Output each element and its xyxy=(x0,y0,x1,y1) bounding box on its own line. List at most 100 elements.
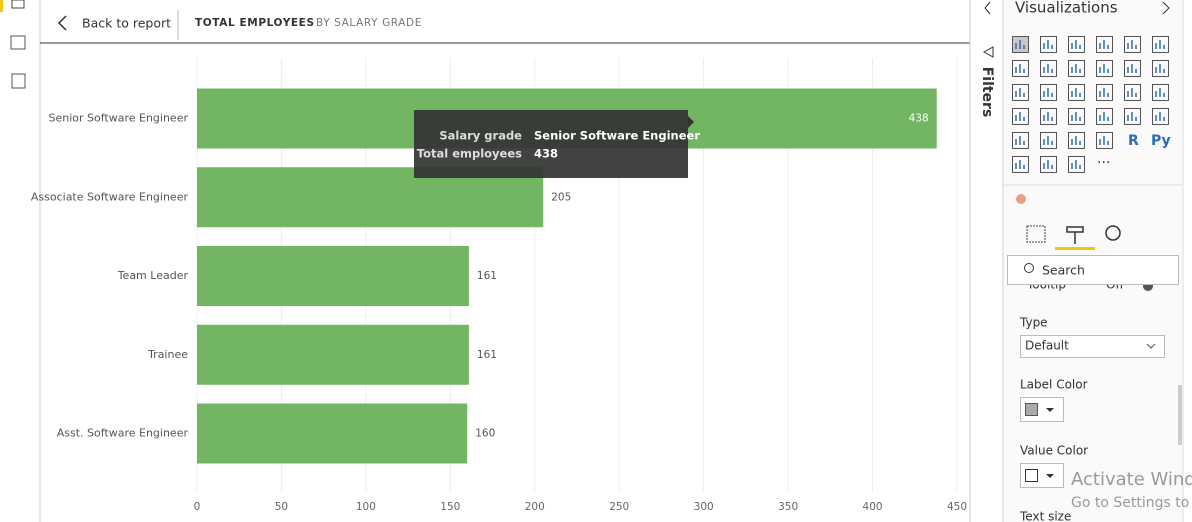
search-box[interactable] xyxy=(1007,255,1179,285)
data-label: 205 xyxy=(551,191,571,203)
visual-icon[interactable] xyxy=(1068,132,1085,149)
y-tick-label: Asst. Software Engineer xyxy=(57,427,189,440)
nav-model-icon[interactable] xyxy=(11,73,26,89)
watermark: Go to Settings to a xyxy=(1071,495,1192,511)
visual-icon[interactable] xyxy=(1124,108,1141,125)
visual-icon[interactable] xyxy=(1068,108,1085,125)
back-link[interactable]: Back to report xyxy=(82,16,171,31)
visual-icon[interactable] xyxy=(1040,60,1057,77)
type-dropdown[interactable] xyxy=(1020,335,1165,358)
data-label: 161 xyxy=(477,349,497,361)
visual-icon[interactable] xyxy=(1040,84,1057,101)
filter-icon xyxy=(982,46,994,58)
icon-glyph xyxy=(1071,88,1081,97)
visual-icon[interactable] xyxy=(1124,60,1141,77)
icon-glyph xyxy=(1015,112,1025,121)
r-visual[interactable]: R xyxy=(1128,133,1139,149)
data-label: 160 xyxy=(475,428,495,440)
python-visual[interactable]: Py xyxy=(1151,133,1171,149)
visual-icon[interactable] xyxy=(1040,156,1057,173)
search-icon xyxy=(1024,263,1034,273)
icon-glyph xyxy=(1015,40,1025,49)
section-state: Off xyxy=(1106,278,1124,292)
icon-glyph xyxy=(1043,112,1053,121)
visual-icon[interactable] xyxy=(1096,84,1113,101)
visual-icon[interactable] xyxy=(1152,60,1169,77)
back-arrow[interactable] xyxy=(57,15,67,31)
icon-glyph xyxy=(1099,88,1109,97)
visual-icon[interactable] xyxy=(1040,108,1057,125)
dropdown-chevron xyxy=(1146,343,1156,349)
visual-icon[interactable] xyxy=(1124,84,1141,101)
visual-icon[interactable] xyxy=(1096,60,1113,77)
visual-icon[interactable] xyxy=(1152,36,1169,53)
chart: 0 50 100 150 200 250 300 350 400 450 Senior Softwa… xyxy=(31,58,967,513)
tooltip-label: Salary grade xyxy=(439,129,522,143)
icon-glyph xyxy=(1043,160,1053,169)
visual-icon[interactable] xyxy=(1152,108,1169,125)
visual-icon[interactable] xyxy=(1096,36,1113,53)
visual-icon[interactable] xyxy=(1152,84,1169,101)
tooltip-box xyxy=(414,110,688,178)
visual-icon[interactable] xyxy=(1124,36,1141,53)
fields-tab[interactable] xyxy=(1026,225,1046,243)
type-label: Type xyxy=(1019,316,1048,330)
x-tick-label: 350 xyxy=(778,501,798,513)
y-tick-label: Senior Software Engineer xyxy=(48,112,188,125)
visual-icon[interactable] xyxy=(1012,84,1029,101)
collapse-arrow[interactable] xyxy=(984,1,991,15)
search-placeholder: Search xyxy=(1042,263,1085,278)
icon-glyph xyxy=(1071,160,1081,169)
visual-icon[interactable] xyxy=(1040,132,1057,149)
visual-icon[interactable] xyxy=(1068,84,1085,101)
visual-icon[interactable] xyxy=(1068,156,1085,173)
data-label: 161 xyxy=(477,270,497,282)
visual-icon[interactable] xyxy=(1068,60,1085,77)
x-tick-label: 200 xyxy=(525,501,545,513)
analytics-tab[interactable] xyxy=(1105,225,1121,241)
nav-report-icon[interactable] xyxy=(11,0,25,9)
x-tick-label: 300 xyxy=(694,501,714,513)
visual-icon[interactable] xyxy=(1012,156,1029,173)
visual-icon[interactable] xyxy=(1096,132,1113,149)
toggle[interactable] xyxy=(1143,281,1153,291)
visual-icon[interactable] xyxy=(1068,36,1085,53)
icon-glyph xyxy=(1155,88,1165,97)
format-tab[interactable] xyxy=(1066,226,1084,244)
scrollbar[interactable] xyxy=(1178,385,1182,445)
more-visuals[interactable]: ··· xyxy=(1097,155,1110,171)
icon-glyph xyxy=(1099,136,1109,145)
type-value: Default xyxy=(1025,339,1069,353)
value-color-label: Value Color xyxy=(1020,444,1088,458)
picker-caret xyxy=(1046,474,1054,478)
filters-title[interactable]: Filters xyxy=(979,67,995,118)
icon-glyph xyxy=(1099,64,1109,73)
icon-glyph xyxy=(1099,112,1109,121)
visual-icon[interactable] xyxy=(1012,108,1029,125)
nav-data-icon[interactable] xyxy=(10,35,26,50)
icon-glyph xyxy=(1071,112,1081,121)
swatch xyxy=(1025,403,1038,416)
visual-icon[interactable] xyxy=(1096,108,1113,125)
x-tick-label: 400 xyxy=(863,501,883,513)
swatch xyxy=(1025,469,1038,482)
expand-arrow[interactable] xyxy=(1162,1,1170,15)
visual-icon[interactable] xyxy=(1012,132,1029,149)
visual-icon[interactable] xyxy=(1040,36,1057,53)
custom-visual[interactable] xyxy=(1016,194,1026,204)
tooltip-label: Total employees xyxy=(417,147,522,161)
y-tick-label: Trainee xyxy=(147,348,188,361)
icon-glyph xyxy=(1127,112,1137,121)
bar xyxy=(197,246,469,306)
icon-glyph xyxy=(1099,40,1109,49)
bar xyxy=(197,324,469,385)
visual-icon[interactable] xyxy=(1012,60,1029,77)
icon-glyph xyxy=(1071,136,1081,145)
y-tick-label: Associate Software Engineer xyxy=(31,190,189,203)
viz-title: Visualizations xyxy=(1015,0,1118,17)
icon-glyph xyxy=(1071,40,1081,49)
icon-glyph xyxy=(1015,88,1025,97)
x-tick-label: 50 xyxy=(275,501,288,513)
viz-icons xyxy=(1012,36,1169,173)
data-label: 438 xyxy=(909,113,929,125)
